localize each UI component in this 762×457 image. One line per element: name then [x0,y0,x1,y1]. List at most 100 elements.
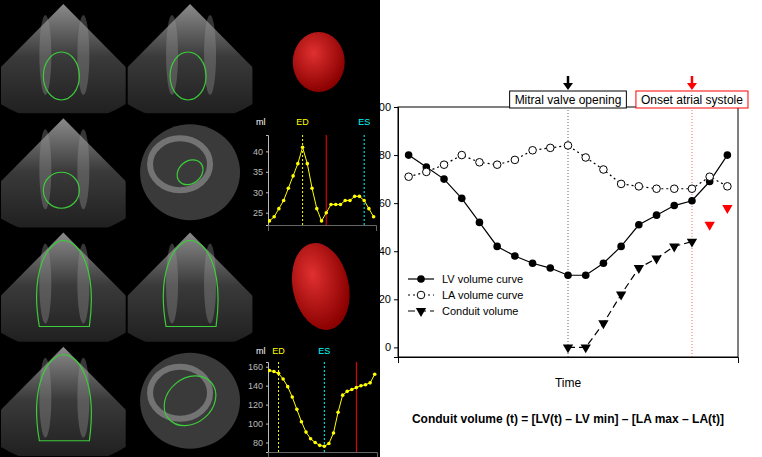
tick: 30 [253,188,268,198]
marker [355,386,359,390]
mini-chart: 25303540mlEDES [253,117,377,231]
tick-label: 0 [385,341,391,353]
marker [635,221,643,229]
marker [705,222,715,231]
marker [670,185,678,193]
vline [356,362,357,452]
axis-line [399,358,739,364]
plot-frame [398,107,738,357]
echo-image [0,347,146,457]
tick-mark [394,251,398,252]
marker [635,183,643,191]
marker [669,243,679,252]
marker [362,199,366,203]
echo-wall [150,138,210,190]
marker [341,393,345,397]
marker [476,219,484,227]
axis-title: ml [256,117,266,127]
marker [332,431,336,435]
echo-image [107,4,273,122]
echo-content [1,347,126,456]
marker [564,142,572,150]
annotation-line [278,362,279,452]
echo-image [140,353,240,449]
legend: LV volume curveLA volume curveConduit vo… [408,273,523,317]
marker [511,156,519,164]
legend-marker [416,308,426,317]
marker [423,168,431,176]
series-line [409,145,728,188]
annotation: Mitral valve opening [510,76,627,108]
annotation-box [510,91,627,108]
echo-content [1,233,126,342]
echo-field [1,233,126,342]
arrow-stem [691,76,694,84]
tick: 25 [253,208,268,218]
echo-image [140,124,240,220]
marker [440,161,448,169]
marker [546,144,554,152]
marker [564,271,572,279]
echo-field [128,4,253,113]
tick: 40 [253,147,268,157]
marker [287,186,291,190]
marker [359,384,363,388]
tick-label: 80 [253,438,263,448]
echo-content [1,4,126,113]
echo-field [1,4,126,113]
marker [336,410,340,414]
marker [334,203,338,207]
echo-content [128,4,253,113]
tick: 40 [379,245,398,257]
legend-marker [417,291,425,299]
y-axis: 25303540 [253,136,269,226]
marker [310,186,314,190]
x-axis [269,226,377,232]
annotation-line [324,362,325,452]
marker [653,185,661,193]
echo-wall [166,15,178,95]
echo-content [128,233,253,342]
plot-area [268,362,377,452]
marker [529,146,537,154]
marker [651,255,661,264]
marker [670,202,678,210]
axis-line [269,226,377,232]
annotation-label: ED [272,346,285,356]
tick-label: 100 [248,419,263,429]
marker [348,199,352,203]
tick-mark [266,386,268,387]
plot-area [405,107,733,357]
tick-label: 120 [248,400,263,410]
tick-mark [266,172,268,173]
marker [511,252,519,260]
marker [313,441,317,445]
contour [163,241,218,327]
tick: 20 [379,293,398,305]
marker [582,271,590,279]
echo-wall [204,244,216,324]
axis-title: ml [256,346,266,356]
echo-content [293,32,345,92]
tick: 160 [248,362,268,372]
marker [286,385,290,389]
annotation-box [636,91,748,108]
marker [309,437,313,441]
marker [318,444,322,448]
marker [272,215,276,219]
tick: 80 [379,149,398,161]
tick-label: 20 [379,293,391,305]
tick-mark [266,443,268,444]
marker [367,207,371,211]
marker [582,154,590,162]
marker [458,151,466,159]
marker [617,180,625,188]
contour [37,355,92,441]
marker [364,383,368,387]
legend-marker [417,275,425,283]
echo-field [128,233,253,342]
annotation-label: ES [358,117,370,127]
marker [277,207,281,211]
echo-image [293,32,345,92]
mini-chart: 80100120140160mlEDES [248,346,378,457]
